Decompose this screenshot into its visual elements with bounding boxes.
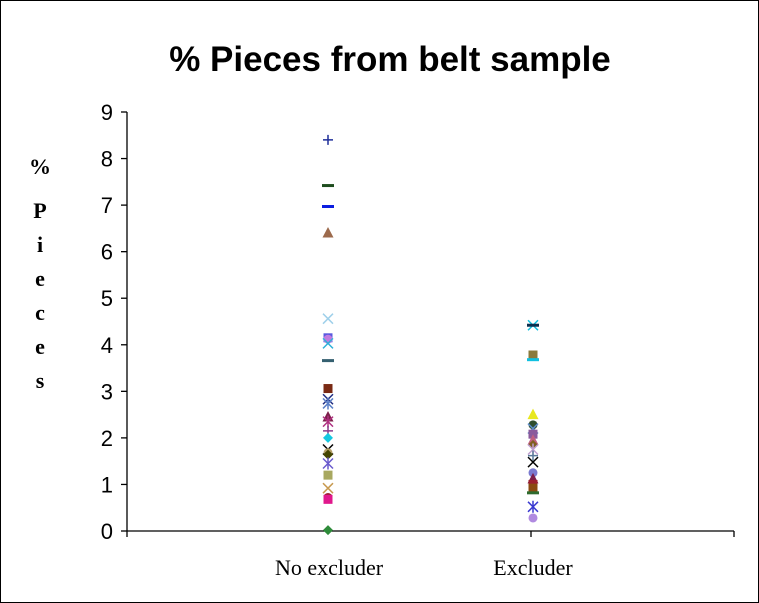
data-point	[527, 358, 539, 361]
data-point	[527, 491, 539, 494]
data-point	[322, 205, 334, 208]
data-point	[529, 484, 538, 493]
y-tick-label: 7	[101, 193, 113, 218]
data-point	[324, 495, 333, 504]
y-tick-label: 2	[101, 426, 113, 451]
y-tick-label: 0	[101, 519, 113, 544]
y-tick-label: 4	[101, 333, 113, 358]
y-tick-label: 8	[101, 147, 113, 172]
data-point	[528, 409, 539, 420]
y-tick-label: 1	[101, 472, 113, 497]
data-point	[324, 384, 333, 393]
x-category-label: Excluder	[493, 555, 573, 580]
data-point	[322, 359, 334, 362]
data-point	[323, 416, 333, 428]
data-point	[323, 314, 333, 324]
y-tick-label: 6	[101, 240, 113, 265]
data-point	[323, 227, 334, 238]
data-point	[529, 513, 538, 522]
x-category-label: No excluder	[275, 555, 384, 580]
data-point	[529, 351, 538, 360]
data-point	[323, 483, 333, 493]
y-tick-label: 9	[101, 100, 113, 125]
data-point	[324, 471, 333, 480]
data-point	[323, 457, 333, 469]
data-point	[528, 501, 538, 513]
y-tick-label: 3	[101, 379, 113, 404]
data-point	[323, 135, 333, 145]
data-point	[322, 184, 334, 187]
data-point	[527, 324, 539, 327]
data-point	[323, 525, 333, 535]
y-tick-label: 5	[101, 286, 113, 311]
data-point	[323, 433, 333, 443]
